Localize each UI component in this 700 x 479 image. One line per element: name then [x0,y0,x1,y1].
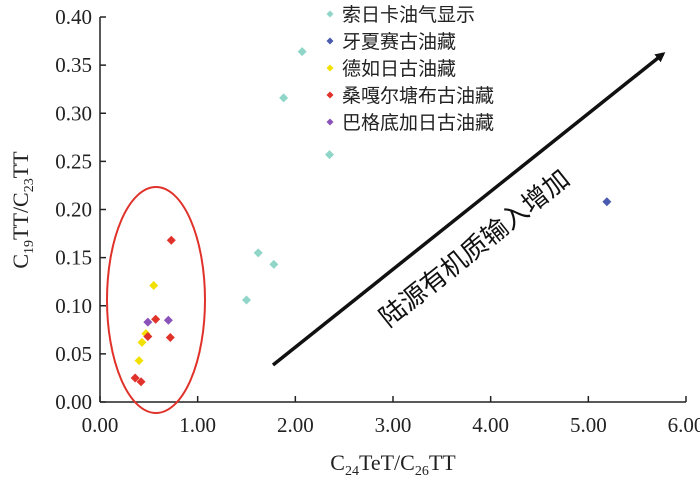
y-tick-label: 0.15 [55,246,92,270]
data-point-series-1 [602,197,612,207]
data-point-series-0 [269,259,279,269]
legend-marker [326,10,334,18]
data-point-series-3 [151,314,161,324]
data-point-series-0 [253,248,263,258]
x-tick-label: 4.00 [472,413,509,437]
x-ticks: 0.00 1.00 2.00 3.00 4.00 5.00 6.00 [82,396,700,437]
legend-marker [326,37,334,45]
legend-label: 牙夏赛古油藏 [342,31,456,53]
trend-arrow-label: 陆源有机质输入增加 [374,164,576,333]
y-tick-label: 0.00 [55,390,92,414]
data-point-series-3 [166,235,176,245]
legend-label: 德如日古油藏 [342,58,456,80]
data-point-series-4 [143,317,153,327]
y-tick-label: 0.10 [55,294,92,318]
legend-marker [326,91,334,99]
legend-marker [326,118,334,126]
y-tick-label: 0.40 [55,5,92,29]
x-tick-label: 6.00 [668,413,700,437]
data-point-series-2 [134,356,144,366]
data-point-series-3 [130,373,140,383]
legend-label: 索日卡油气显示 [342,4,475,26]
x-tick-label: 3.00 [375,413,412,437]
y-tick-label: 0.30 [55,101,92,125]
data-point-series-2 [149,281,159,291]
x-tick-label: 0.00 [82,413,119,437]
trend-arrow [271,52,666,367]
data-point-series-3 [136,377,146,387]
legend-label: 巴格底加日古油藏 [342,112,494,134]
data-point-series-4 [163,315,173,325]
legend-marker [326,64,334,72]
data-point-series-0 [242,295,251,305]
y-tick-label: 0.05 [55,342,92,366]
data-point-series-0 [279,93,289,103]
y-ticks: 0.00 0.05 0.10 0.15 0.20 0.25 0.30 0.35 0.40 [55,5,106,414]
legend-label: 桑嘎尔塘布古油藏 [342,85,494,107]
data-point-series-2 [137,337,147,347]
y-axis-title: C19TT/C23TT [8,151,37,269]
data-point-series-0 [297,47,307,57]
y-tick-label: 0.35 [55,53,92,77]
x-axis-title: C24TeT/C26TT [330,450,456,479]
data-point-series-3 [143,332,153,342]
cluster-ellipse [106,186,206,414]
x-tick-label: 2.00 [277,413,314,437]
x-tick-label: 1.00 [179,413,216,437]
y-tick-label: 0.20 [55,198,92,222]
data-point-series-0 [325,150,335,160]
data-point-series-3 [165,333,175,343]
y-tick-label: 0.25 [55,149,92,173]
x-tick-label: 5.00 [570,413,607,437]
data-points [130,47,612,387]
